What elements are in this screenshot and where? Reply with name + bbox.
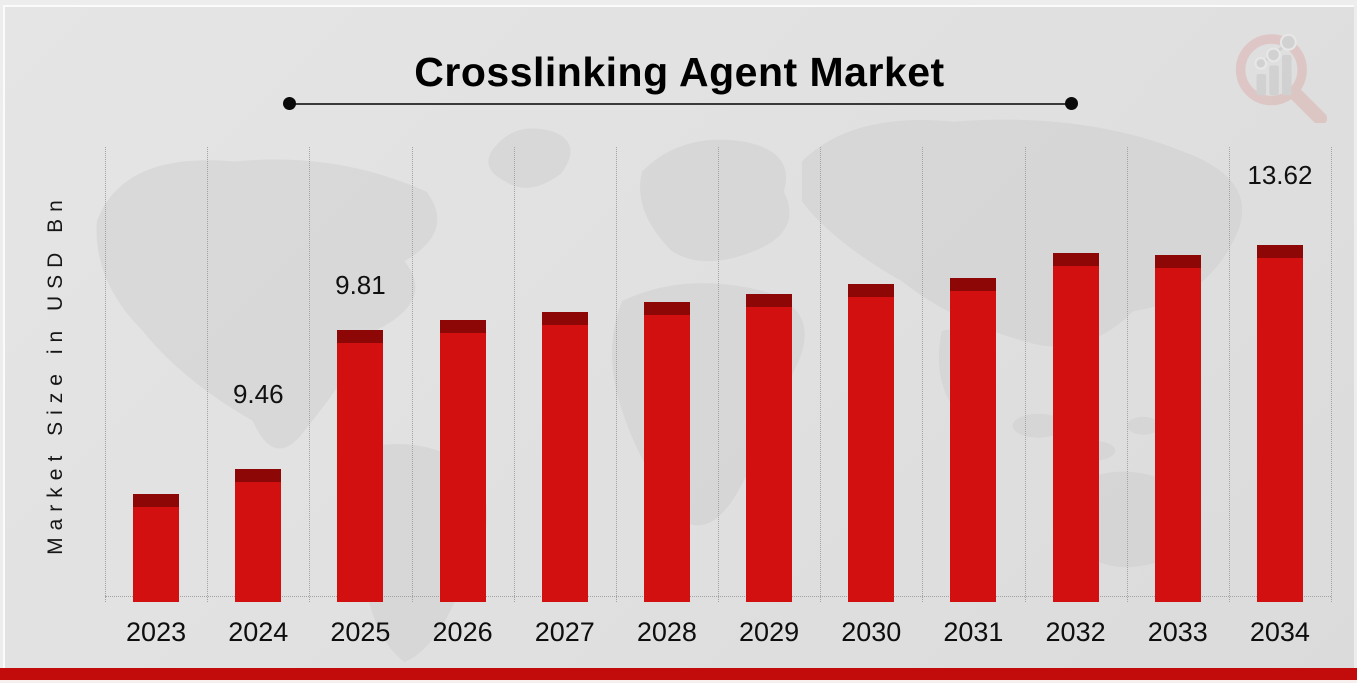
y-axis-label: Market Size in USD Bn: [44, 193, 67, 555]
bar-2031: [950, 278, 997, 602]
magnifier-bar-chart-logo-icon: [1235, 33, 1328, 123]
x-tick-label-2029: 2029: [739, 617, 800, 647]
x-tick-label-2027: 2027: [534, 617, 595, 647]
bar-2029: [746, 294, 793, 602]
bar-cap-2025: [337, 330, 384, 343]
bottom-edge-strip: [0, 680, 1357, 683]
bar-value-label-2034: 13.62: [1247, 160, 1313, 190]
bar-2023: [133, 494, 180, 602]
gridline: [820, 147, 822, 602]
x-tick-label-2033: 2033: [1147, 617, 1208, 647]
bar-cap-2030: [848, 284, 895, 297]
gridline: [615, 147, 617, 602]
bar-cap-2023: [133, 494, 180, 507]
x-tick-label-2034: 2034: [1249, 617, 1310, 647]
gridline: [1024, 147, 1026, 602]
x-tick-label-2028: 2028: [636, 617, 697, 647]
x-tick-label-2023: 2023: [126, 617, 187, 647]
chart-panel: Crosslinking Agent Market Market Size in…: [3, 5, 1354, 668]
x-tick-label-2025: 2025: [330, 617, 391, 647]
bar-2030: [848, 284, 895, 602]
title-underline-left-dot: [283, 97, 296, 110]
bar-2026: [439, 320, 486, 602]
gridline: [1228, 147, 1230, 602]
bar-2024: [235, 469, 282, 602]
bar-2028: [643, 302, 690, 602]
bar-cap-2034: [1256, 245, 1303, 258]
gridline: [922, 147, 924, 602]
bar-2033: [1154, 255, 1201, 602]
x-tick-label-2031: 2031: [943, 617, 1004, 647]
gridline: [207, 147, 209, 602]
bar-cap-2028: [643, 302, 690, 315]
gridline: [105, 147, 106, 602]
gridline: [411, 147, 413, 602]
x-axis-baseline: [105, 596, 1331, 597]
gridline: [1126, 147, 1128, 602]
bar-value-label-2024: 9.46: [232, 379, 284, 409]
gridline: [309, 147, 311, 602]
bar-cap-2024: [235, 469, 282, 482]
bar-cap-2029: [746, 294, 793, 307]
title-underline-right-dot: [1065, 97, 1078, 110]
x-tick-label-2030: 2030: [841, 617, 902, 647]
x-tick-label-2024: 2024: [228, 617, 289, 647]
bar-value-label-2025: 9.81: [335, 270, 386, 300]
x-tick-label-2032: 2032: [1045, 617, 1106, 647]
gridline: [718, 147, 719, 602]
title-underline: [289, 103, 1072, 105]
bar-cap-2027: [541, 312, 588, 325]
bottom-accent-bar: [0, 668, 1357, 680]
bar-cap-2026: [439, 320, 486, 333]
plot-area: 2023 9.46 2024 9.81 2025 2026 2027 2028 2029 2030…: [105, 147, 1332, 647]
bar-2027: [541, 312, 588, 602]
chart-title: Crosslinking Agent Market: [414, 49, 945, 95]
bar-2025: [337, 330, 384, 602]
gridline: [1331, 147, 1332, 602]
bar-2034: [1256, 245, 1303, 602]
x-tick-label-2026: 2026: [432, 617, 493, 647]
gridline: [513, 147, 515, 602]
bar-cap-2031: [950, 278, 997, 291]
bar-2032: [1052, 253, 1099, 602]
bar-cap-2032: [1052, 253, 1099, 266]
bar-cap-2033: [1154, 255, 1201, 268]
